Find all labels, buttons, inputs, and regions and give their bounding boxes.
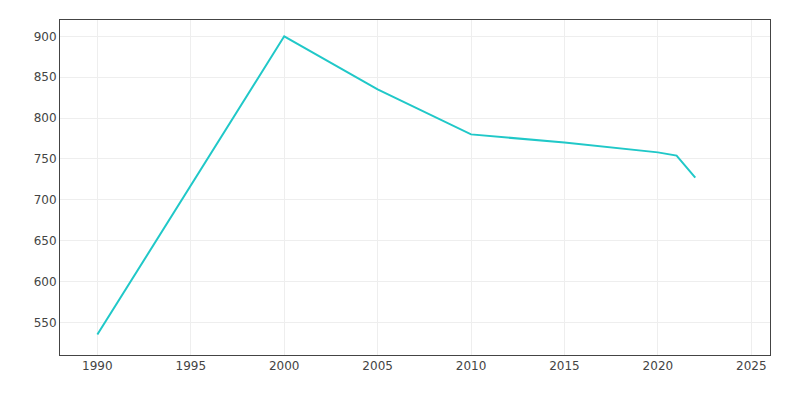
- svg-text:2010: 2010: [456, 359, 487, 373]
- svg-text:2025: 2025: [736, 359, 767, 373]
- svg-text:650: 650: [34, 234, 57, 248]
- svg-text:2015: 2015: [549, 359, 580, 373]
- svg-text:2020: 2020: [643, 359, 674, 373]
- svg-text:750: 750: [34, 152, 57, 166]
- svg-text:800: 800: [34, 111, 57, 125]
- svg-text:850: 850: [34, 70, 57, 84]
- svg-text:2005: 2005: [362, 359, 393, 373]
- svg-text:700: 700: [34, 193, 57, 207]
- svg-text:900: 900: [34, 30, 57, 44]
- svg-text:550: 550: [34, 316, 57, 330]
- svg-text:2000: 2000: [269, 359, 300, 373]
- svg-text:600: 600: [34, 275, 57, 289]
- svg-text:1990: 1990: [82, 359, 113, 373]
- svg-text:1995: 1995: [176, 359, 207, 373]
